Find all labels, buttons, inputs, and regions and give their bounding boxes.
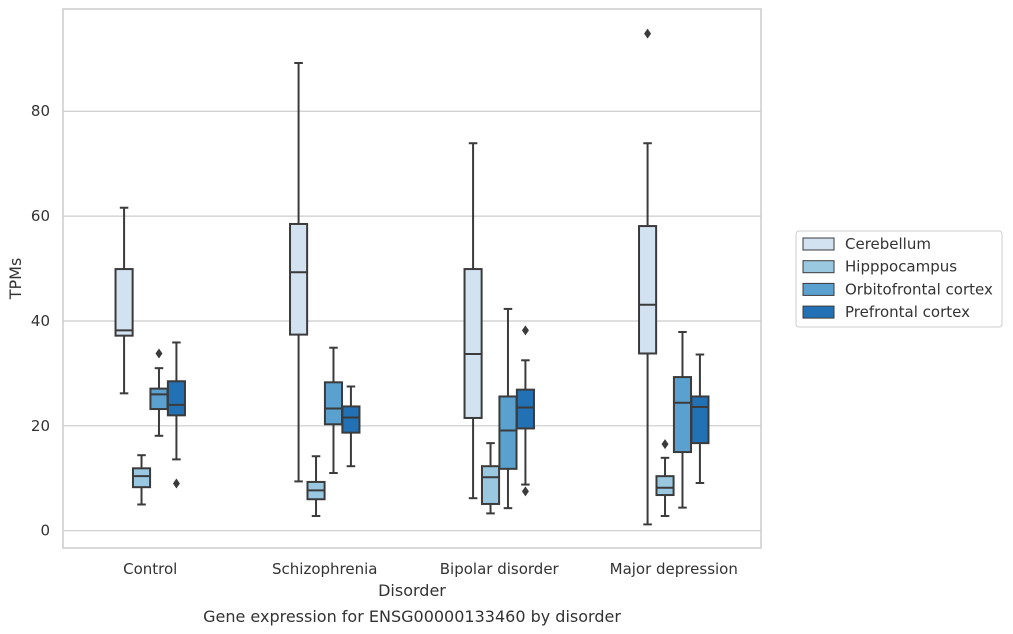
legend-frame bbox=[795, 230, 1003, 328]
box-orbitofrontal-cortex bbox=[672, 330, 693, 509]
box-rect bbox=[480, 465, 501, 505]
box-orbitofrontal-cortex bbox=[149, 348, 169, 437]
outlier-point bbox=[644, 28, 652, 39]
y-tick-label: 0 bbox=[40, 522, 50, 540]
x-axis-label: Disorder bbox=[378, 581, 446, 600]
x-tick-label: Control bbox=[123, 560, 177, 578]
box-rect bbox=[498, 395, 518, 470]
outlier-point bbox=[155, 348, 163, 359]
legend: Cerebellum Hipppocampus Orbitofrontal cort… bbox=[795, 230, 1003, 328]
plot-frame bbox=[62, 8, 762, 549]
chart-caption: Gene expression for ENSG00000133460 by d… bbox=[203, 607, 621, 626]
legend-swatch bbox=[802, 282, 835, 296]
outlier-point bbox=[172, 478, 180, 489]
y-axis-label: TPMs bbox=[6, 258, 25, 301]
box-hipppocampus bbox=[480, 442, 501, 515]
box-rect bbox=[515, 388, 535, 430]
outlier-point bbox=[521, 486, 529, 497]
legend-label: Hipppocampus bbox=[845, 258, 957, 276]
box-cerebellum bbox=[638, 28, 658, 526]
x-tick-label: Major depression bbox=[610, 560, 738, 578]
box-prefrontal-cortex bbox=[690, 353, 710, 484]
legend-label: Prefrontal cortex bbox=[845, 303, 970, 321]
box-rect bbox=[114, 268, 134, 337]
x-axis-ticks: Control Schizophrenia Bipolar disorder Majo… bbox=[123, 560, 738, 578]
box-orbitofrontal-cortex bbox=[498, 307, 518, 510]
y-tick-label: 80 bbox=[31, 102, 50, 120]
legend-swatch bbox=[802, 305, 835, 319]
box-cerebellum bbox=[289, 62, 309, 483]
outlier-point bbox=[661, 439, 669, 450]
boxes bbox=[114, 28, 710, 526]
legend-label: Cerebellum bbox=[845, 235, 931, 253]
legend-swatch bbox=[802, 237, 835, 251]
box-cerebellum bbox=[463, 142, 483, 500]
box-rect bbox=[166, 380, 186, 417]
box-rect bbox=[323, 381, 344, 426]
box-cerebellum bbox=[114, 206, 134, 395]
y-tick-label: 40 bbox=[31, 312, 50, 330]
outlier-point bbox=[521, 325, 529, 336]
legend-label: Orbitofrontal cortex bbox=[845, 280, 993, 298]
box-rect bbox=[690, 395, 710, 445]
box-hipppocampus bbox=[131, 454, 152, 506]
box-rect bbox=[672, 376, 693, 454]
x-tick-label: Schizophrenia bbox=[272, 560, 377, 578]
box-rect bbox=[463, 268, 483, 419]
box-rect bbox=[341, 405, 361, 434]
legend-swatch bbox=[802, 260, 835, 274]
grid-lines bbox=[63, 110, 761, 532]
box-prefrontal-cortex bbox=[341, 385, 361, 468]
box-rect bbox=[289, 222, 309, 336]
y-tick-label: 60 bbox=[31, 207, 50, 225]
box-rect bbox=[638, 225, 658, 355]
box-orbitofrontal-cortex bbox=[323, 346, 344, 475]
box-hipppocampus bbox=[655, 439, 675, 518]
box-prefrontal-cortex bbox=[166, 341, 186, 489]
box-rect bbox=[655, 475, 675, 497]
y-tick-label: 20 bbox=[31, 417, 50, 435]
box-rect bbox=[131, 467, 152, 489]
y-axis-ticks: 0 20 40 60 80 bbox=[31, 102, 50, 539]
box-rect bbox=[149, 387, 169, 411]
x-tick-label: Bipolar disorder bbox=[440, 560, 560, 578]
box-hipppocampus bbox=[306, 455, 326, 518]
box-prefrontal-cortex bbox=[515, 325, 535, 497]
